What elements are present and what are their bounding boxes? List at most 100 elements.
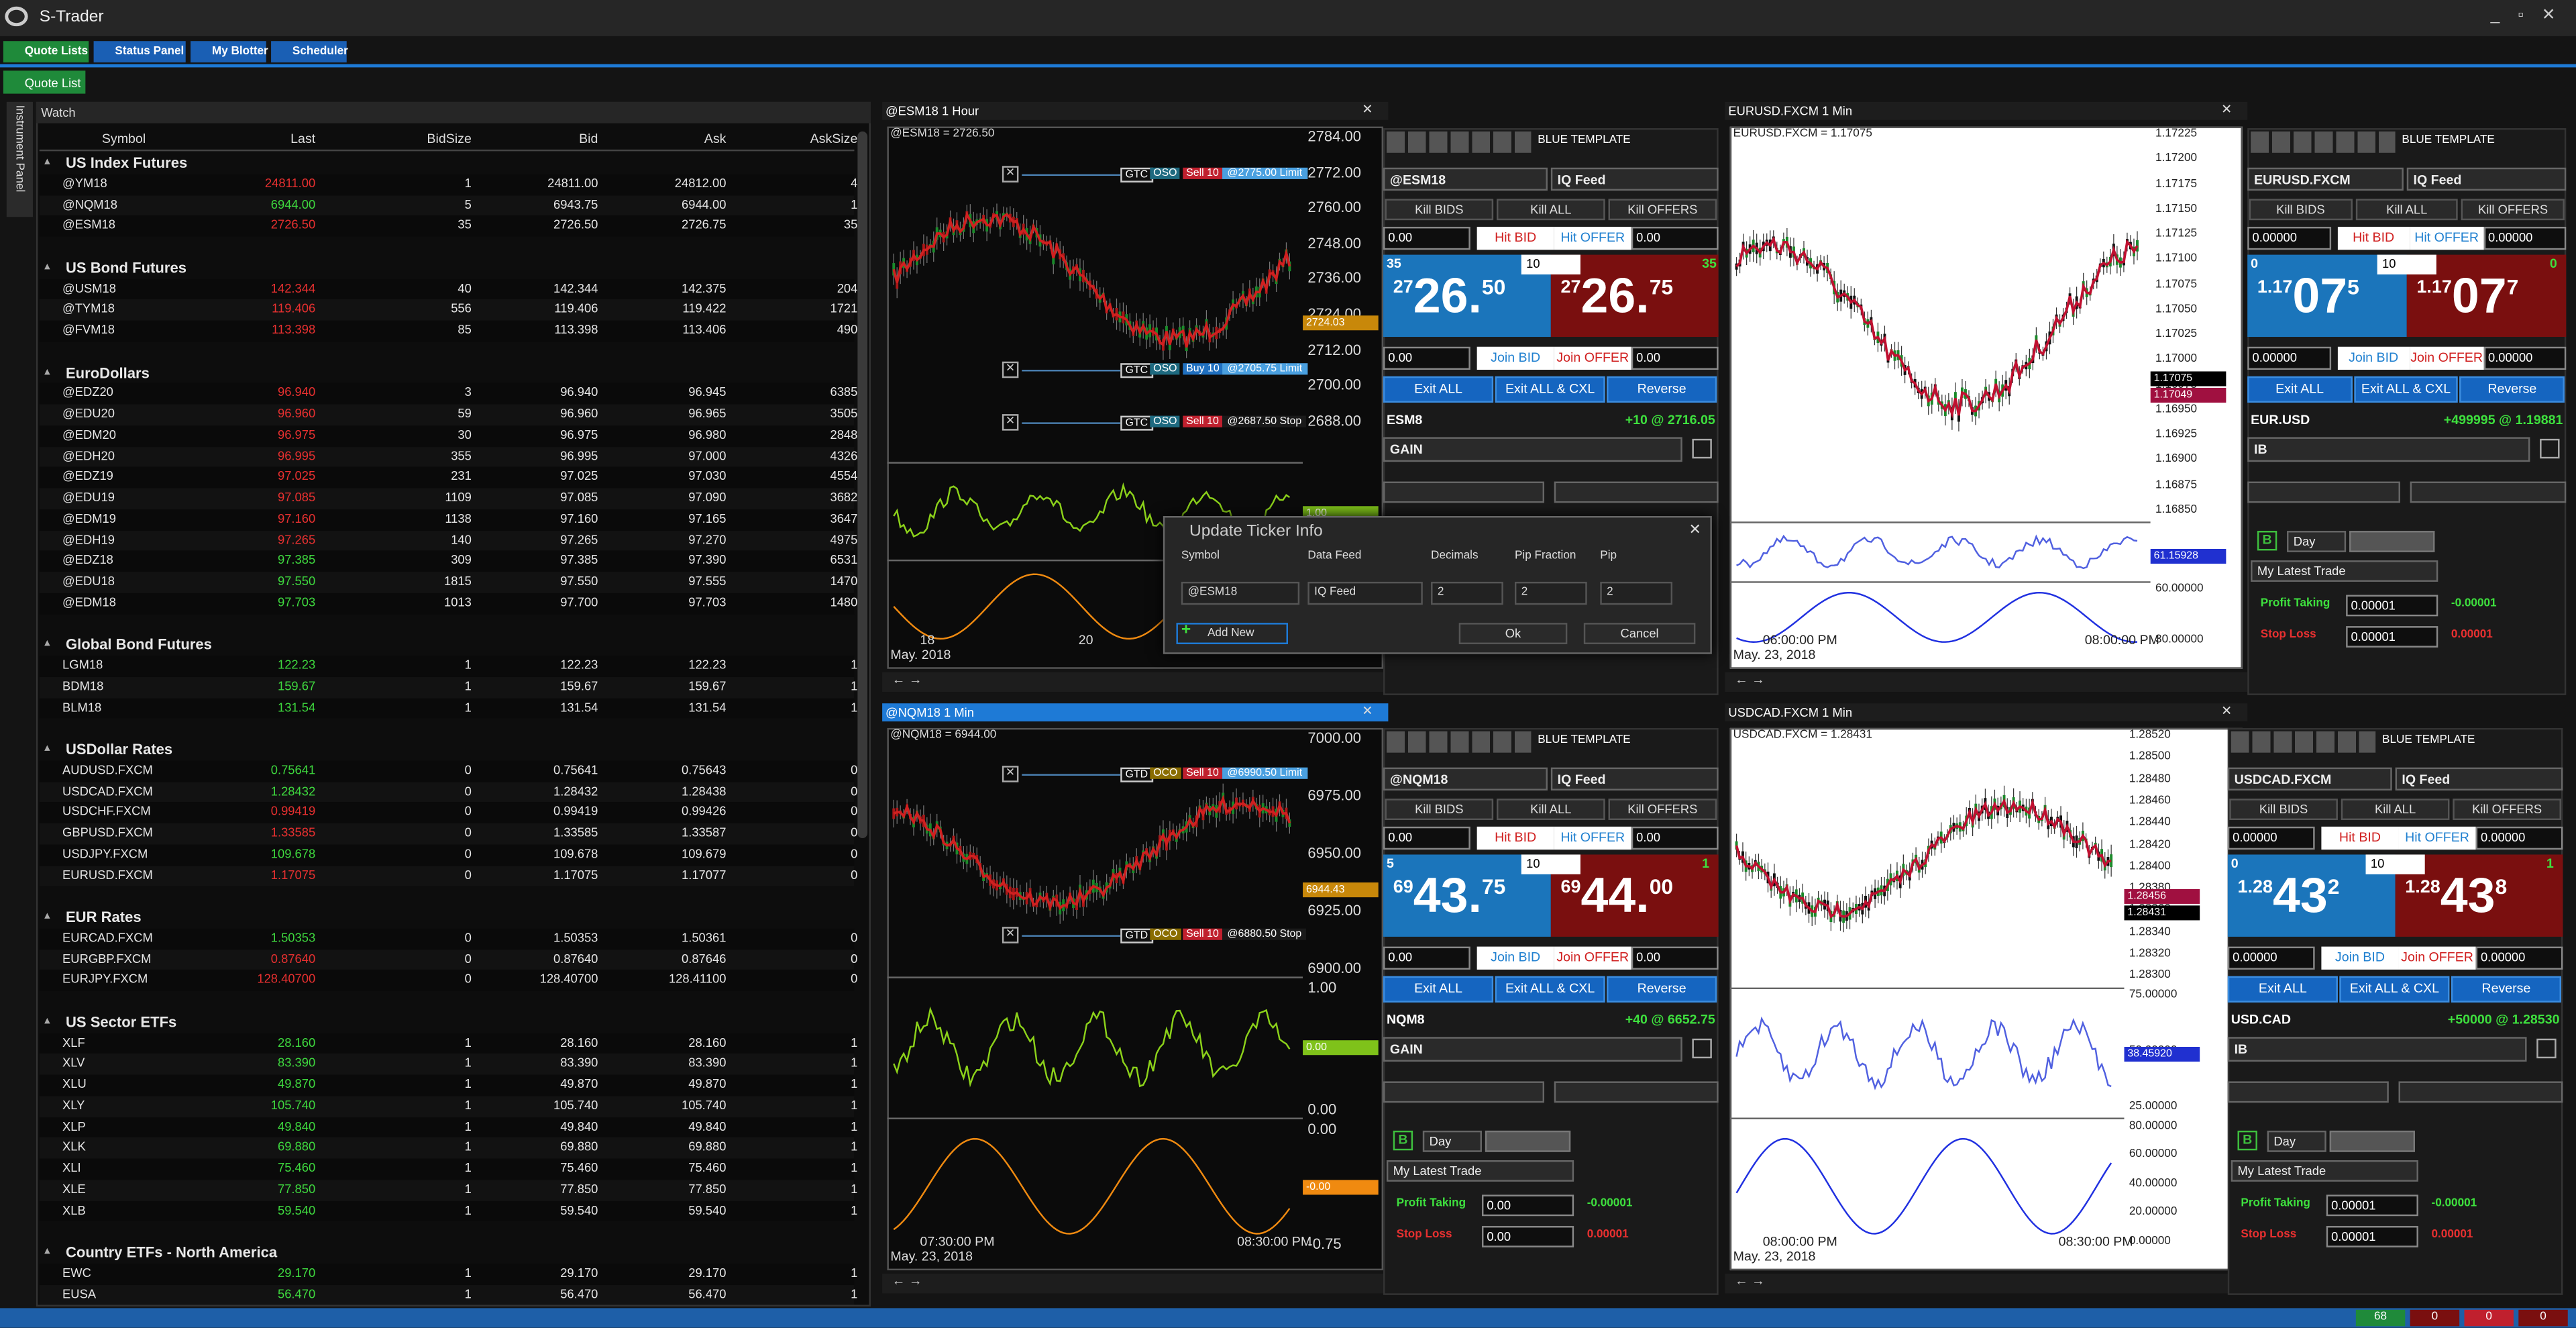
row-bg[interactable]: [39, 488, 855, 509]
column-header[interactable]: Last: [290, 131, 316, 146]
group-header[interactable]: EuroDollars: [65, 364, 150, 380]
top-tab[interactable]: Quote Lists: [3, 41, 89, 63]
ask-price[interactable]: 1.17077: [2416, 272, 2518, 334]
group-header[interactable]: US Sector ETFs: [65, 1013, 177, 1030]
subtab[interactable]: [3, 70, 86, 94]
join-offer-input[interactable]: 0.00000: [2475, 946, 2563, 970]
qty-input[interactable]: 10: [1521, 254, 1580, 274]
join-bid-input[interactable]: 0.00: [1383, 346, 1470, 370]
bid-price-input[interactable]: 0.00000: [2227, 826, 2315, 850]
row-bg[interactable]: [39, 299, 855, 321]
join-offer-input[interactable]: 0.00: [1631, 946, 1719, 970]
empty-select[interactable]: [2398, 1081, 2563, 1103]
exit-button[interactable]: Reverse: [1607, 376, 1717, 403]
chart-scrollbar[interactable]: ← →: [1725, 1273, 2248, 1294]
ask-price[interactable]: 1.28438: [2405, 872, 2507, 933]
sl-input[interactable]: 0.00001: [2346, 626, 2438, 648]
row-bg[interactable]: [39, 425, 855, 446]
row-bg[interactable]: [39, 1158, 855, 1180]
group-header[interactable]: EUR Rates: [65, 909, 142, 925]
top-tab[interactable]: Scheduler: [271, 41, 348, 63]
join-bid[interactable]: Join BID: [1477, 346, 1554, 370]
group-header[interactable]: Global Bond Futures: [65, 636, 212, 653]
chart-buttons[interactable]: ✕: [2221, 703, 2233, 719]
dialog-field[interactable]: @ESM18: [1181, 581, 1300, 605]
empty-select[interactable]: [2410, 481, 2567, 503]
template-name[interactable]: BLUE TEMPLATE: [2402, 134, 2495, 146]
symbol-input[interactable]: EURUSD.FXCM: [2247, 167, 2404, 191]
row-bg[interactable]: [39, 1033, 855, 1054]
order-tif[interactable]: GTC: [1120, 167, 1153, 183]
kill-button[interactable]: Kill BIDS: [2249, 199, 2353, 221]
toolbar-icons[interactable]: [1386, 131, 1532, 153]
symbol-input[interactable]: @NQM18: [1383, 767, 1548, 790]
exit-button[interactable]: Exit ALL: [2227, 976, 2338, 1003]
hit-bid[interactable]: Hit BID: [2337, 226, 2410, 250]
pt-input[interactable]: 0.00: [1481, 1194, 1574, 1217]
row-bg[interactable]: [39, 823, 855, 845]
row-bg[interactable]: [39, 844, 855, 866]
join-bid[interactable]: Join BID: [2337, 346, 2410, 370]
group-toggle[interactable]: ▴: [44, 156, 50, 168]
order-tif[interactable]: GTD: [1120, 768, 1153, 783]
bid-price[interactable]: 6943.75: [1393, 872, 1506, 933]
row-bg[interactable]: [39, 278, 855, 300]
chart-buttons[interactable]: ✕: [2221, 101, 2233, 117]
row-bg[interactable]: [39, 215, 855, 237]
row-bg[interactable]: [39, 970, 855, 991]
exit-button[interactable]: Exit ALL: [1383, 376, 1494, 403]
join-bid-input[interactable]: 0.00: [1383, 946, 1470, 970]
chart-scrollbar[interactable]: ← →: [1725, 672, 2248, 693]
hit-offer[interactable]: Hit OFFER: [1554, 226, 1631, 250]
join-bid[interactable]: Join BID: [1477, 946, 1554, 970]
bid-price-input[interactable]: 0.00: [1383, 226, 1470, 250]
strategy-select[interactable]: IB: [2227, 1037, 2527, 1062]
trade-select[interactable]: My Latest Trade: [1386, 1160, 1574, 1182]
column-header[interactable]: Bid: [579, 131, 598, 146]
group-toggle[interactable]: ▴: [44, 742, 50, 755]
sl-input[interactable]: 0.00: [1481, 1225, 1574, 1247]
dialog-field[interactable]: 2: [1514, 581, 1587, 605]
ask-price[interactable]: 6944.00: [1561, 872, 1674, 933]
dialog-field[interactable]: IQ Feed: [1307, 581, 1423, 605]
ok-button[interactable]: Ok: [1458, 623, 1568, 645]
join-offer[interactable]: Join OFFER: [2410, 346, 2483, 370]
row-bg[interactable]: [39, 404, 855, 425]
order-cancel[interactable]: ✕: [1002, 766, 1019, 783]
toolbar-icons[interactable]: [2231, 731, 2376, 753]
window-controls[interactable]: _▫✕: [2490, 6, 2574, 25]
hit-offer[interactable]: Hit OFFER: [1554, 826, 1631, 850]
hit-bid[interactable]: Hit BID: [1477, 226, 1554, 250]
strategy-check[interactable]: [1692, 1038, 1712, 1059]
tif-select[interactable]: Day: [1422, 1130, 1482, 1152]
kill-button[interactable]: Kill BIDS: [2229, 799, 2338, 821]
template-name[interactable]: BLUE TEMPLATE: [2382, 734, 2475, 746]
row-bg[interactable]: [39, 195, 855, 216]
strategy-check[interactable]: [2536, 1038, 2557, 1059]
feed-select[interactable]: IQ Feed: [1550, 767, 1719, 790]
bracket-toggle[interactable]: B: [2257, 531, 2277, 551]
kill-button[interactable]: Kill ALL: [2355, 199, 2459, 221]
join-offer[interactable]: Join OFFER: [1554, 946, 1631, 970]
bid-price-input[interactable]: 0.00000: [2247, 226, 2330, 250]
row-bg[interactable]: [39, 1095, 855, 1117]
chart-buttons[interactable]: ✕: [1362, 101, 1373, 117]
join-bid[interactable]: Join BID: [2321, 946, 2399, 970]
row-bg[interactable]: [39, 1054, 855, 1075]
row-bg[interactable]: [39, 1284, 855, 1306]
qty-input[interactable]: 10: [2365, 854, 2425, 874]
join-offer[interactable]: Join OFFER: [2398, 946, 2476, 970]
trade-select[interactable]: My Latest Trade: [2231, 1160, 2418, 1182]
bid-price[interactable]: 1.28432: [2238, 872, 2340, 933]
column-header[interactable]: Ask: [704, 131, 727, 146]
row-bg[interactable]: [39, 1263, 855, 1284]
join-offer-input[interactable]: 0.00000: [2483, 346, 2567, 370]
row-bg[interactable]: [39, 383, 855, 405]
row-bg[interactable]: [39, 676, 855, 698]
row-bg[interactable]: [39, 572, 855, 593]
order-tif[interactable]: GTC: [1120, 415, 1153, 431]
column-header[interactable]: BidSize: [427, 131, 472, 146]
template-name[interactable]: BLUE TEMPLATE: [1538, 134, 1631, 146]
hit-offer[interactable]: Hit OFFER: [2398, 826, 2476, 850]
bid-price[interactable]: 1.17075: [2257, 272, 2359, 334]
